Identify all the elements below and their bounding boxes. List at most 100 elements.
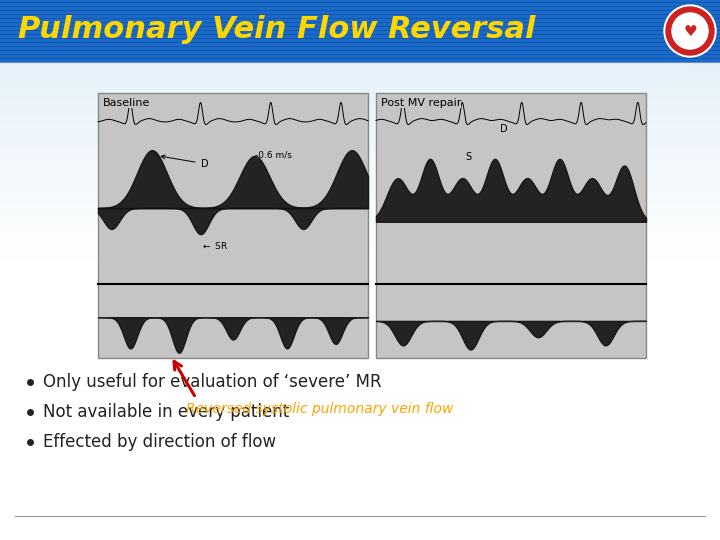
FancyBboxPatch shape	[0, 93, 720, 94]
FancyBboxPatch shape	[0, 145, 720, 146]
FancyBboxPatch shape	[0, 79, 720, 80]
FancyBboxPatch shape	[0, 159, 720, 160]
FancyBboxPatch shape	[0, 221, 720, 222]
FancyBboxPatch shape	[0, 115, 720, 116]
FancyBboxPatch shape	[0, 190, 720, 191]
FancyBboxPatch shape	[0, 154, 720, 155]
Text: Pulmonary Vein Flow Reversal: Pulmonary Vein Flow Reversal	[18, 15, 536, 44]
FancyBboxPatch shape	[0, 110, 720, 111]
FancyBboxPatch shape	[0, 74, 720, 75]
FancyBboxPatch shape	[0, 107, 720, 108]
FancyBboxPatch shape	[0, 189, 720, 190]
FancyBboxPatch shape	[0, 211, 720, 212]
FancyBboxPatch shape	[0, 224, 720, 225]
FancyBboxPatch shape	[0, 142, 720, 143]
FancyBboxPatch shape	[0, 170, 720, 171]
FancyBboxPatch shape	[0, 217, 720, 218]
FancyBboxPatch shape	[0, 91, 720, 92]
FancyBboxPatch shape	[0, 89, 720, 90]
FancyBboxPatch shape	[0, 191, 720, 192]
FancyBboxPatch shape	[0, 85, 720, 86]
FancyBboxPatch shape	[0, 204, 720, 205]
FancyBboxPatch shape	[0, 168, 720, 169]
FancyBboxPatch shape	[0, 214, 720, 215]
FancyBboxPatch shape	[0, 127, 720, 128]
FancyBboxPatch shape	[0, 82, 720, 83]
FancyBboxPatch shape	[0, 147, 720, 148]
FancyBboxPatch shape	[0, 81, 720, 82]
FancyBboxPatch shape	[0, 143, 720, 144]
FancyBboxPatch shape	[0, 162, 720, 163]
FancyBboxPatch shape	[0, 88, 720, 89]
FancyBboxPatch shape	[0, 183, 720, 184]
FancyBboxPatch shape	[0, 117, 720, 118]
FancyBboxPatch shape	[0, 76, 720, 77]
FancyBboxPatch shape	[0, 78, 720, 79]
FancyBboxPatch shape	[0, 187, 720, 188]
FancyBboxPatch shape	[0, 123, 720, 124]
FancyBboxPatch shape	[0, 178, 720, 179]
FancyBboxPatch shape	[0, 90, 720, 91]
FancyBboxPatch shape	[0, 101, 720, 102]
FancyBboxPatch shape	[0, 151, 720, 152]
FancyBboxPatch shape	[0, 109, 720, 110]
FancyBboxPatch shape	[0, 87, 720, 88]
FancyBboxPatch shape	[0, 86, 720, 87]
FancyBboxPatch shape	[0, 146, 720, 147]
FancyBboxPatch shape	[0, 72, 720, 73]
FancyBboxPatch shape	[0, 226, 720, 227]
FancyBboxPatch shape	[0, 112, 720, 113]
FancyBboxPatch shape	[0, 97, 720, 98]
FancyBboxPatch shape	[0, 108, 720, 109]
FancyBboxPatch shape	[0, 99, 720, 100]
FancyBboxPatch shape	[0, 136, 720, 137]
FancyBboxPatch shape	[0, 155, 720, 156]
FancyBboxPatch shape	[0, 182, 720, 183]
FancyBboxPatch shape	[0, 173, 720, 174]
FancyBboxPatch shape	[0, 222, 720, 223]
FancyBboxPatch shape	[0, 144, 720, 145]
FancyBboxPatch shape	[376, 93, 646, 358]
Text: Only useful for evaluation of ‘severe’ MR: Only useful for evaluation of ‘severe’ M…	[43, 373, 382, 391]
FancyBboxPatch shape	[0, 161, 720, 162]
FancyBboxPatch shape	[0, 67, 720, 68]
FancyBboxPatch shape	[0, 132, 720, 133]
FancyBboxPatch shape	[0, 225, 720, 226]
Circle shape	[666, 7, 714, 55]
FancyBboxPatch shape	[0, 125, 720, 126]
FancyBboxPatch shape	[0, 114, 720, 115]
FancyBboxPatch shape	[0, 176, 720, 177]
FancyBboxPatch shape	[0, 80, 720, 81]
FancyBboxPatch shape	[0, 207, 720, 208]
FancyBboxPatch shape	[0, 0, 720, 62]
Text: ♥: ♥	[683, 24, 697, 38]
FancyBboxPatch shape	[0, 126, 720, 127]
FancyBboxPatch shape	[0, 194, 720, 195]
FancyBboxPatch shape	[0, 73, 720, 74]
FancyBboxPatch shape	[0, 129, 720, 130]
FancyBboxPatch shape	[0, 181, 720, 182]
Text: Baseline: Baseline	[103, 98, 150, 108]
FancyBboxPatch shape	[0, 75, 720, 76]
FancyBboxPatch shape	[0, 219, 720, 220]
FancyBboxPatch shape	[0, 213, 720, 214]
FancyBboxPatch shape	[0, 102, 720, 103]
FancyBboxPatch shape	[0, 120, 720, 121]
FancyBboxPatch shape	[0, 202, 720, 203]
Text: Effected by direction of flow: Effected by direction of flow	[43, 433, 276, 451]
FancyBboxPatch shape	[0, 96, 720, 97]
FancyBboxPatch shape	[0, 135, 720, 136]
FancyBboxPatch shape	[0, 124, 720, 125]
FancyBboxPatch shape	[0, 77, 720, 78]
FancyBboxPatch shape	[0, 157, 720, 158]
FancyBboxPatch shape	[0, 174, 720, 175]
FancyBboxPatch shape	[0, 134, 720, 135]
FancyBboxPatch shape	[0, 166, 720, 167]
FancyBboxPatch shape	[0, 218, 720, 219]
FancyBboxPatch shape	[0, 118, 720, 119]
FancyBboxPatch shape	[0, 229, 720, 230]
Text: -0.6 m/s: -0.6 m/s	[255, 150, 292, 159]
FancyBboxPatch shape	[0, 150, 720, 151]
Text: Not available in every patient: Not available in every patient	[43, 403, 289, 421]
FancyBboxPatch shape	[0, 133, 720, 134]
